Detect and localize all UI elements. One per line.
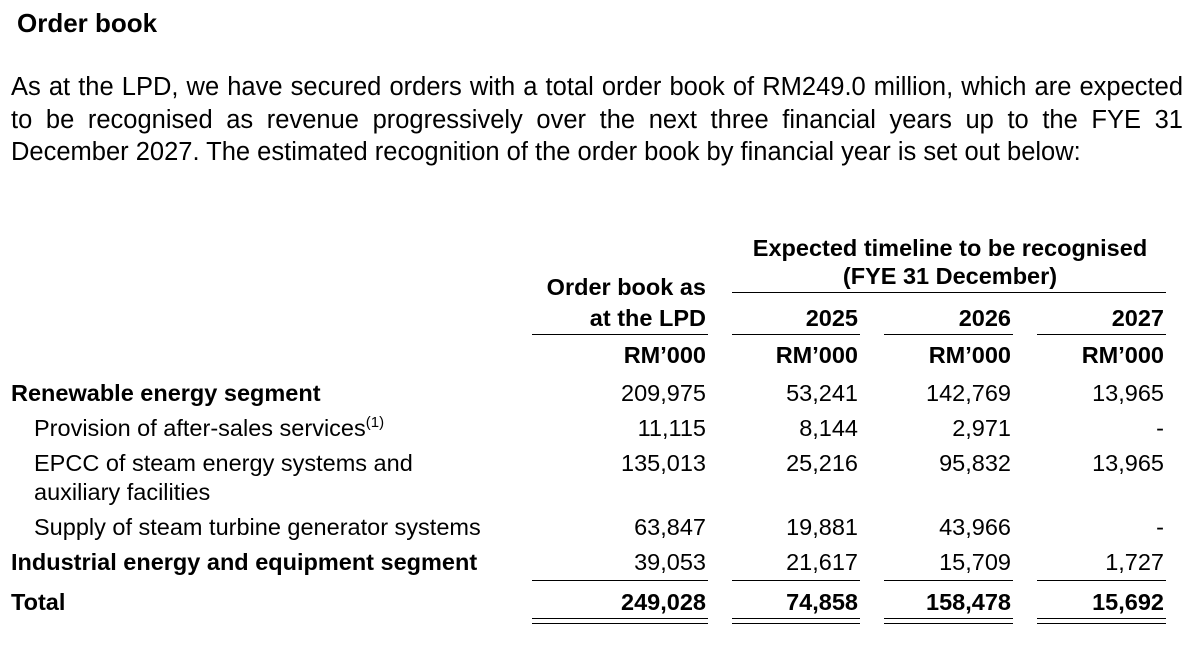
row-renewable-2026: 142,769: [926, 380, 1011, 406]
total-double-rule-2027-a: [1037, 618, 1166, 619]
unit-orderbook: RM’000: [623, 342, 706, 368]
total-double-rule-2026-b: [884, 623, 1013, 624]
row-label-steam-turbine: Supply of steam turbine generator system…: [34, 514, 481, 540]
row-label-epcc-line1: EPCC of steam energy systems and: [34, 450, 413, 476]
row-steam-turbine-2026: 43,966: [939, 514, 1011, 540]
row-total-orderbook: 249,028: [621, 589, 706, 615]
row-label-total: Total: [11, 589, 66, 615]
col-year-2026-header: 2026: [958, 305, 1011, 331]
total-double-rule-orderbook-a: [532, 618, 708, 619]
row-renewable-2025: 53,241: [786, 380, 858, 406]
row-after-sales-2027: -: [1156, 415, 1164, 441]
header-rule-2025: [732, 334, 860, 335]
row-after-sales-2026: 2,971: [952, 415, 1011, 441]
row-industrial-orderbook: 39,053: [634, 549, 706, 575]
row-renewable-orderbook: 209,975: [621, 380, 706, 406]
total-top-rule-2026: [884, 580, 1013, 581]
group-header-rule: [732, 292, 1166, 293]
group-header-line2: (FYE 31 December): [842, 263, 1058, 289]
row-label-after-sales: Provision of after-sales services(1): [34, 414, 384, 442]
header-rule-orderbook: [532, 334, 708, 335]
col-orderbook-header-line2: at the LPD: [589, 305, 706, 331]
col-year-2027-header: 2027: [1111, 305, 1164, 331]
col-orderbook-header-line1: Order book as: [546, 274, 706, 300]
row-steam-turbine-orderbook: 63,847: [634, 514, 706, 540]
row-label-epcc-line2: auxiliary facilities: [34, 479, 211, 505]
header-rule-2027: [1037, 334, 1166, 335]
row-after-sales-2025: 8,144: [799, 415, 858, 441]
row-industrial-2025: 21,617: [786, 549, 858, 575]
row-label-renewable: Renewable energy segment: [11, 380, 321, 406]
unit-2027: RM’000: [1081, 342, 1164, 368]
col-year-2025-header: 2025: [805, 305, 858, 331]
row-renewable-2027: 13,965: [1092, 380, 1164, 406]
row-total-2026: 158,478: [926, 589, 1011, 615]
row-label-after-sales-text: Provision of after-sales services: [34, 415, 366, 441]
total-top-rule-orderbook: [532, 580, 708, 581]
row-label-industrial: Industrial energy and equipment segment: [11, 549, 478, 575]
row-epcc-2025: 25,216: [786, 450, 858, 476]
unit-2026: RM’000: [928, 342, 1011, 368]
row-total-2027: 15,692: [1092, 589, 1164, 615]
unit-2025: RM’000: [775, 342, 858, 368]
header-rule-2026: [884, 334, 1013, 335]
row-epcc-2027: 13,965: [1092, 450, 1164, 476]
row-total-2025: 74,858: [786, 589, 858, 615]
total-double-rule-orderbook-b: [532, 623, 708, 624]
row-epcc-2026: 95,832: [939, 450, 1011, 476]
footnote-marker: (1): [365, 414, 385, 431]
section-heading: Order book: [17, 8, 158, 38]
total-double-rule-2025-a: [732, 618, 860, 619]
row-industrial-2026: 15,709: [939, 549, 1011, 575]
row-industrial-2027: 1,727: [1105, 549, 1164, 575]
row-after-sales-orderbook: 11,115: [637, 415, 706, 441]
intro-paragraph: As at the LPD, we have secured orders wi…: [11, 73, 1183, 166]
row-steam-turbine-2027: -: [1156, 514, 1164, 540]
total-double-rule-2027-b: [1037, 623, 1166, 624]
total-top-rule-2025: [732, 580, 860, 581]
total-double-rule-2026-a: [884, 618, 1013, 619]
total-double-rule-2025-b: [732, 623, 860, 624]
row-steam-turbine-2025: 19,881: [786, 514, 858, 540]
total-top-rule-2027: [1037, 580, 1166, 581]
row-epcc-orderbook: 135,013: [621, 450, 706, 476]
group-header-line1: Expected timeline to be recognised: [752, 235, 1148, 261]
